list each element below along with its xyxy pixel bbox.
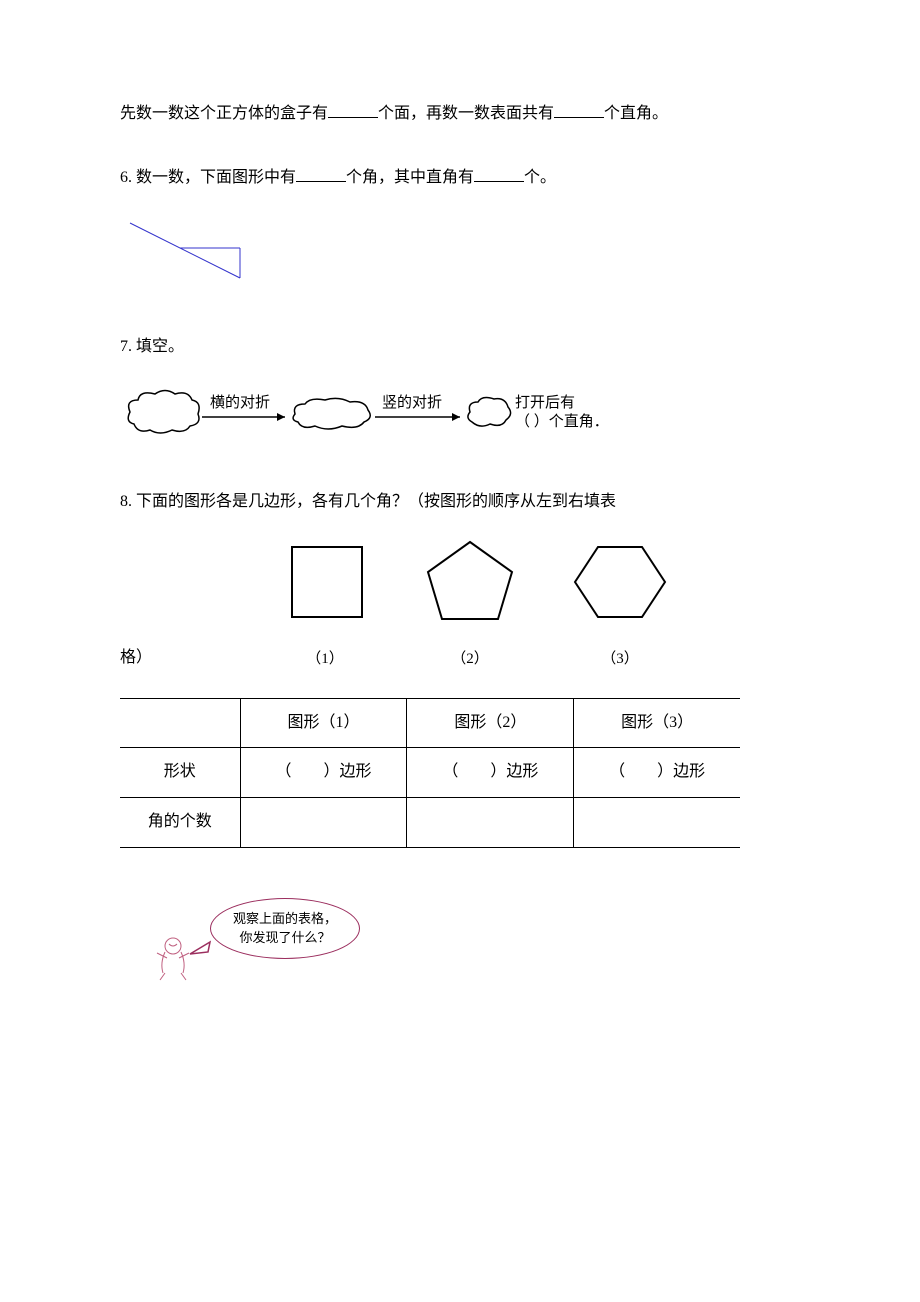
q6-blank-2[interactable] xyxy=(474,164,524,182)
q6-figure xyxy=(120,213,800,299)
q5-part2: 个面，再数一数表面共有 xyxy=(378,105,554,122)
fold-label-3b: （ ）个直角． xyxy=(515,413,609,430)
question-8: 8. 下面的图形各是几边形，各有几个角？（按图形的顺序从左到右填表 格） （1）… xyxy=(120,488,800,848)
shape-label-1: （1） xyxy=(280,646,370,673)
q5-blank-2[interactable] xyxy=(554,100,604,118)
q7-title: 填空。 xyxy=(136,338,184,355)
shape-hexagon: （3） xyxy=(570,537,670,673)
row-shape-cell-2[interactable]: （ ）边形 xyxy=(407,748,574,798)
q6-blank-1[interactable] xyxy=(296,164,346,182)
fold-label-1: 横的对折 xyxy=(210,394,270,411)
row-angles-cell-1[interactable] xyxy=(240,798,407,848)
q6-part1: 数一数，下面图形中有 xyxy=(136,169,296,186)
row-shape-cell-3[interactable]: （ ）边形 xyxy=(574,748,740,798)
q8-table: 图形（1） 图形（2） 图形（3） 形状 （ ）边形 （ ）边形 （ ）边形 角… xyxy=(120,698,740,848)
q6-part3: 个。 xyxy=(524,169,556,186)
shape-square: （1） xyxy=(280,537,370,673)
table-row: 图形（1） 图形（2） 图形（3） xyxy=(120,698,740,748)
table-header-1: 图形（1） xyxy=(240,698,407,748)
row-angles-label: 角的个数 xyxy=(120,798,240,848)
q6-part2: 个角，其中直角有 xyxy=(346,169,474,186)
q8-text: 下面的图形各是几边形，各有几个角？（按图形的顺序从左到右填表 xyxy=(136,493,616,510)
row-angles-cell-2[interactable] xyxy=(407,798,574,848)
bubble-line-1: 观察上面的表格， xyxy=(233,909,337,929)
shape-label-3: （3） xyxy=(570,646,670,673)
fold-diagram: 横的对折 竖的对折 打开后有 （ ）个直角． xyxy=(120,382,680,442)
q7-prefix: 7. xyxy=(120,338,132,355)
q6-prefix: 6. xyxy=(120,169,132,186)
q5-part1: 先数一数这个正方体的盒子有 xyxy=(120,105,328,122)
q8-shapes-row: （1） （2） （3） xyxy=(280,537,670,673)
fold-label-2: 竖的对折 xyxy=(382,394,442,411)
row-angles-cell-3[interactable] xyxy=(574,798,740,848)
question-6: 6. 数一数，下面图形中有 个角，其中直角有 个。 xyxy=(120,164,800,299)
table-header-3: 图形（3） xyxy=(574,698,740,748)
speech-bubble-block: 观察上面的表格， 你发现了什么？ xyxy=(120,898,800,988)
q5-blank-1[interactable] xyxy=(328,100,378,118)
speech-bubble: 观察上面的表格， 你发现了什么？ xyxy=(210,898,360,959)
angle-diagram xyxy=(120,213,260,288)
shape-label-2: （2） xyxy=(420,646,520,673)
bubble-tail-icon xyxy=(188,940,213,960)
bubble-line-2: 你发现了什么？ xyxy=(233,928,337,948)
table-row: 形状 （ ）边形 （ ）边形 （ ）边形 xyxy=(120,748,740,798)
table-header-2: 图形（2） xyxy=(407,698,574,748)
fold-label-3a: 打开后有 xyxy=(515,394,575,411)
q8-suffix: 格） xyxy=(120,649,152,666)
shape-pentagon: （2） xyxy=(420,537,520,673)
row-shape-label: 形状 xyxy=(120,748,240,798)
q7-fold-figure: 横的对折 竖的对折 打开后有 （ ）个直角． xyxy=(120,382,800,453)
row-shape-cell-1[interactable]: （ ）边形 xyxy=(240,748,407,798)
table-header-empty xyxy=(120,698,240,748)
table-row: 角的个数 xyxy=(120,798,740,848)
q5-part3: 个直角。 xyxy=(604,105,668,122)
q8-prefix: 8. xyxy=(120,493,132,510)
question-7: 7. 填空。 横的对折 竖的对折 打开后有 （ ）个直角． xyxy=(120,333,800,453)
question-5-text: 先数一数这个正方体的盒子有 个面，再数一数表面共有 个直角。 xyxy=(120,100,800,129)
